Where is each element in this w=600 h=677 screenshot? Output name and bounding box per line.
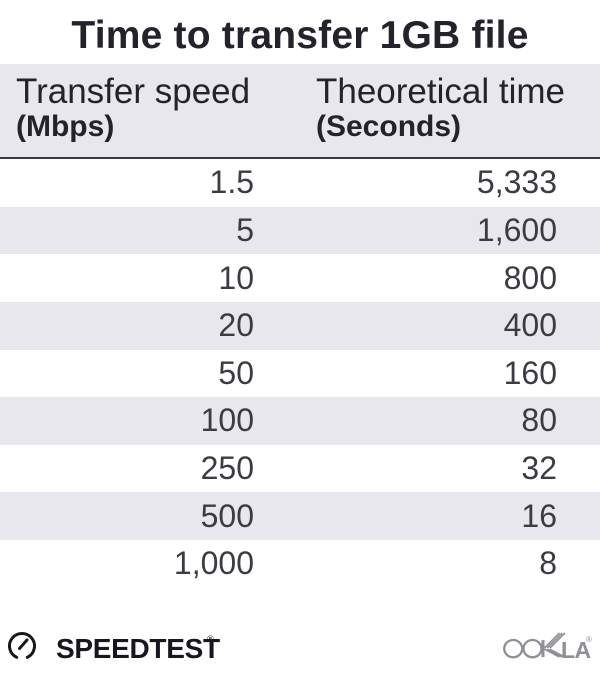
svg-text:®: ® <box>586 635 592 644</box>
svg-text:SPEEDTEST: SPEEDTEST <box>56 633 220 662</box>
svg-text:®: ® <box>207 634 214 644</box>
